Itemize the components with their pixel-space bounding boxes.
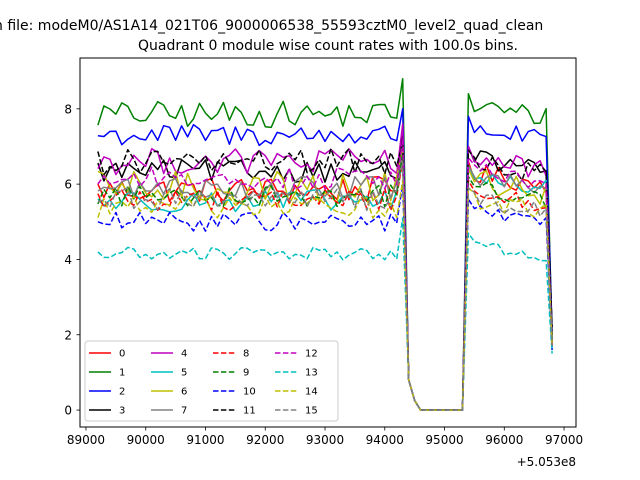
legend-label-15: 15 [305, 406, 318, 417]
x-tick-label: 94000 [366, 433, 404, 447]
series-line-15 [97, 160, 553, 411]
x-tick-label: 89000 [67, 433, 105, 447]
legend-box [84, 340, 339, 422]
x-tick-label: 91000 [186, 433, 224, 447]
series-line-13 [97, 217, 553, 411]
x-tick-label: 96000 [485, 433, 523, 447]
x-tick-label: 95000 [425, 433, 463, 447]
legend-label-6: 6 [181, 387, 187, 398]
series-line-2 [97, 108, 553, 411]
series-line-11 [97, 141, 553, 411]
x-axis: 89000 90000 91000 92000 93000 94000 95000 96000… [67, 427, 583, 447]
legend-label-12: 12 [305, 349, 318, 360]
chart-title: Quadrant 0 module wise count rates with … [138, 38, 518, 54]
legend-label-2: 2 [119, 387, 125, 398]
legend-label-7: 7 [181, 406, 187, 417]
series-line-14 [97, 179, 553, 411]
legend-label-10: 10 [243, 387, 256, 398]
y-tick-label: 6 [64, 178, 72, 192]
legend-label-3: 3 [119, 406, 125, 417]
series-line-10 [97, 183, 553, 411]
series-line-4 [97, 123, 553, 411]
x-tick-label: 92000 [246, 433, 284, 447]
legend-label-13: 13 [305, 368, 318, 379]
x-offset-label: +5.053e8 [517, 455, 576, 469]
legend-label-9: 9 [243, 368, 249, 379]
plot-area [97, 77, 553, 411]
x-tick-label: 97000 [545, 433, 583, 447]
legend-label-4: 4 [181, 349, 187, 360]
y-tick-label: 8 [64, 102, 72, 116]
series-line-7 [97, 153, 553, 411]
legend-label-14: 14 [305, 387, 318, 398]
x-tick-label: 90000 [127, 433, 165, 447]
series-line-8 [97, 160, 553, 411]
legend-label-1: 1 [119, 368, 125, 379]
legend-label-8: 8 [243, 349, 249, 360]
legend-label-0: 0 [119, 349, 125, 360]
y-tick-label: 0 [64, 404, 72, 418]
legend-label-11: 11 [243, 406, 256, 417]
x-tick-label: 93000 [306, 433, 344, 447]
series-line-9 [97, 153, 553, 411]
legend-label-5: 5 [181, 368, 187, 379]
axes-frame [79, 57, 577, 428]
chart-suptitle: n file: modeM0/AS1A14_021T06_9000006538_… [0, 18, 543, 34]
y-tick-label: 2 [64, 328, 72, 342]
series-line-1 [97, 77, 553, 411]
y-tick-label: 4 [64, 253, 72, 267]
y-axis: 0 2 4 6 8 [64, 102, 80, 418]
series-line-12 [97, 138, 553, 411]
